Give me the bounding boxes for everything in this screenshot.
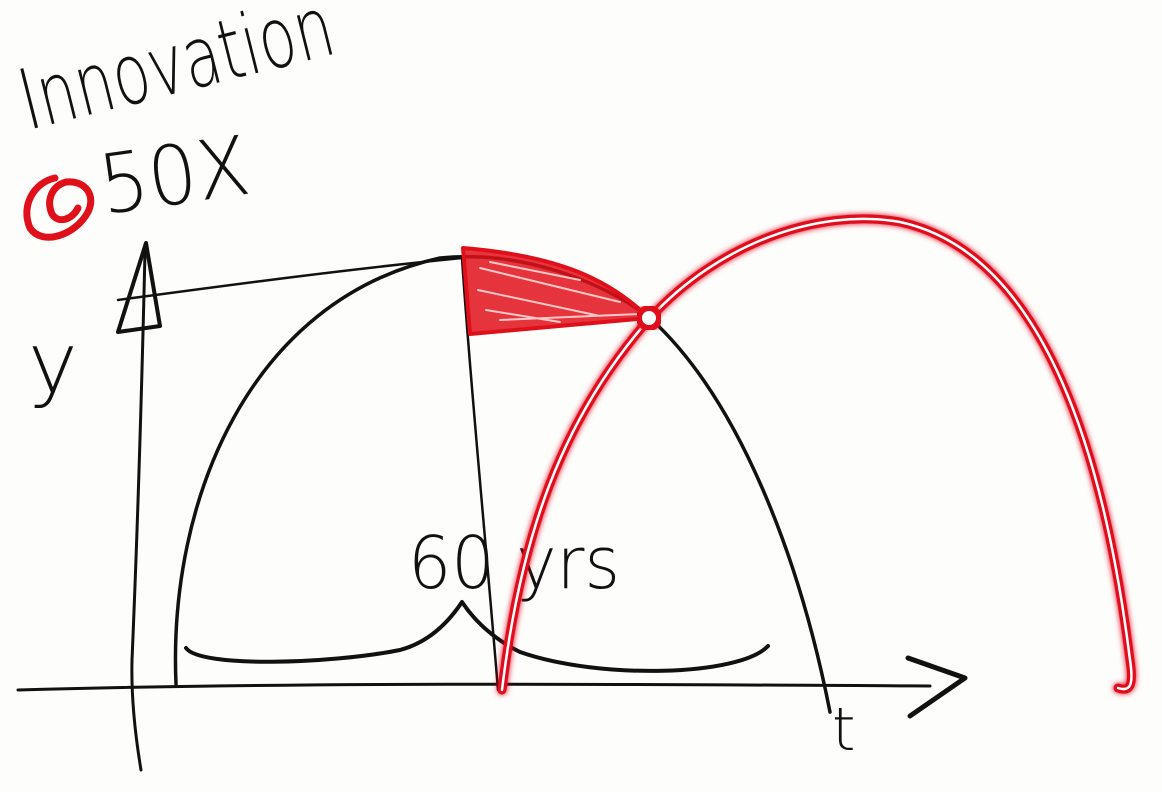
title-line-2: 50X (94, 119, 256, 234)
hatch-strokes (477, 261, 641, 323)
title-50x: 50X (23, 119, 256, 241)
y-axis-label: y (28, 314, 78, 412)
intersection-marker (636, 305, 662, 331)
horizontal-guide-line (116, 256, 464, 302)
guide-lines (116, 256, 500, 692)
innovation-curve-2-highlight (500, 217, 1133, 692)
vertical-guide-line (460, 256, 500, 692)
x-axis-line (16, 682, 932, 692)
curly-brace (184, 600, 770, 673)
intersection-circle-icon (636, 305, 662, 331)
duration-brace: 60 yrs (184, 521, 770, 673)
title-line-1: Innovation (9, 0, 343, 149)
shaded-gain-region (461, 246, 651, 336)
x-axis: t (16, 655, 968, 765)
red-circle-bullet-icon (23, 174, 95, 241)
y-axis-arrow-icon (116, 241, 162, 334)
title-innovation: Innovation (9, 0, 343, 149)
x-axis-label: t (832, 695, 856, 765)
x-axis-arrow-icon (905, 655, 968, 719)
y-axis-line (130, 250, 147, 772)
y-axis: y (28, 241, 162, 772)
